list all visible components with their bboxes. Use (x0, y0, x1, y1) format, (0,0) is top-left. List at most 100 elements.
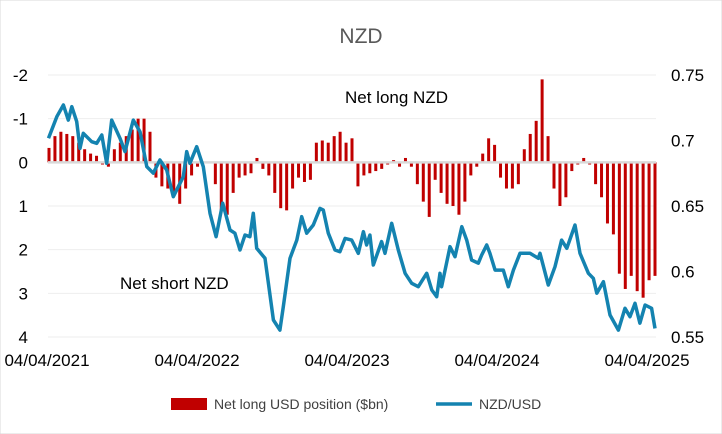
bar (611, 162, 615, 235)
legend-bar-swatch (171, 398, 207, 410)
bar (439, 162, 443, 193)
bar (522, 149, 526, 163)
bar (53, 136, 57, 163)
bar (130, 129, 134, 163)
bar (635, 162, 639, 292)
bar (356, 162, 360, 187)
x-tick-label: 04/04/2025 (604, 351, 689, 370)
right-tick-label: 0.6 (671, 263, 695, 282)
bar (190, 162, 194, 176)
bar (285, 162, 289, 211)
bar (297, 162, 301, 178)
right-tick-label: 0.65 (671, 197, 704, 216)
bar (558, 162, 562, 206)
bar (475, 162, 479, 167)
bar (184, 162, 188, 189)
bar (83, 149, 87, 163)
bar (487, 138, 491, 163)
bar (403, 157, 407, 163)
right-tick-label: 0.55 (671, 328, 704, 347)
bar (540, 79, 544, 163)
bar (219, 162, 223, 211)
right-axis-ticks: 0.75 0.7 0.65 0.6 0.55 (671, 66, 704, 347)
bar (421, 162, 425, 202)
bar (415, 162, 419, 185)
bar (641, 162, 645, 298)
bar (457, 162, 461, 215)
bar (516, 162, 520, 185)
bar (255, 157, 259, 163)
bar (594, 162, 598, 185)
bar (89, 153, 93, 163)
bar (273, 162, 277, 193)
annotation-net-long: Net long NZD (345, 88, 448, 107)
left-axis-ticks: -2 -1 0 1 2 3 4 (13, 66, 28, 347)
bar (469, 162, 473, 176)
legend-line-label: NZD/USD (479, 396, 541, 412)
bar (136, 118, 140, 163)
bar (148, 131, 152, 163)
bar (160, 162, 164, 187)
bar (409, 162, 413, 167)
bar (172, 162, 176, 196)
bar (374, 162, 378, 172)
annotation-net-short: Net short NZD (120, 274, 229, 293)
bar (504, 162, 508, 189)
legend: Net long USD position ($bn) NZD/USD (171, 396, 541, 412)
bar (106, 162, 110, 167)
bar (647, 162, 651, 281)
bar (302, 162, 306, 182)
legend-bar-label: Net long USD position ($bn) (214, 396, 388, 412)
bar (291, 162, 295, 189)
chart-title: NZD (339, 25, 382, 48)
bar (65, 133, 69, 163)
left-tick-label: 4 (19, 328, 28, 347)
x-tick-label: 04/04/2021 (4, 351, 89, 370)
bar (59, 131, 63, 163)
bar (546, 136, 550, 163)
bar (481, 153, 485, 163)
left-tick-label: 3 (19, 284, 28, 303)
bar (308, 162, 312, 180)
bar (350, 138, 354, 163)
left-tick-label: -1 (13, 110, 28, 129)
bar (368, 162, 372, 174)
bar (338, 131, 342, 163)
bar (445, 162, 449, 204)
bar (534, 120, 538, 163)
bar (499, 162, 503, 178)
bar (237, 162, 241, 178)
bar (249, 162, 253, 174)
bar (279, 162, 283, 209)
bar (623, 162, 627, 289)
left-tick-label: 2 (19, 241, 28, 260)
left-tick-label: 0 (19, 153, 28, 172)
bar (398, 162, 402, 167)
x-axis-ticks: 04/04/2021 04/04/2022 04/04/2023 04/04/2024… (4, 351, 689, 370)
x-tick-label: 04/04/2023 (304, 351, 389, 370)
bar (600, 162, 604, 198)
bar (243, 162, 247, 176)
bar (552, 162, 556, 189)
bar (142, 118, 146, 163)
x-tick-label: 04/04/2024 (454, 351, 539, 370)
bar (564, 162, 568, 198)
bar (493, 144, 497, 163)
bar (629, 162, 633, 276)
nzdusd-line (46, 103, 657, 332)
bar (528, 133, 532, 163)
bar (617, 162, 621, 274)
bar (582, 157, 586, 163)
left-tick-label: 1 (19, 197, 28, 216)
bar (267, 162, 271, 176)
gridlines (48, 74, 656, 338)
bar (344, 142, 348, 163)
bar (47, 147, 51, 163)
bar (332, 136, 336, 163)
bar (605, 162, 609, 224)
bar (71, 136, 75, 163)
bar (427, 162, 431, 217)
bar (225, 162, 229, 215)
